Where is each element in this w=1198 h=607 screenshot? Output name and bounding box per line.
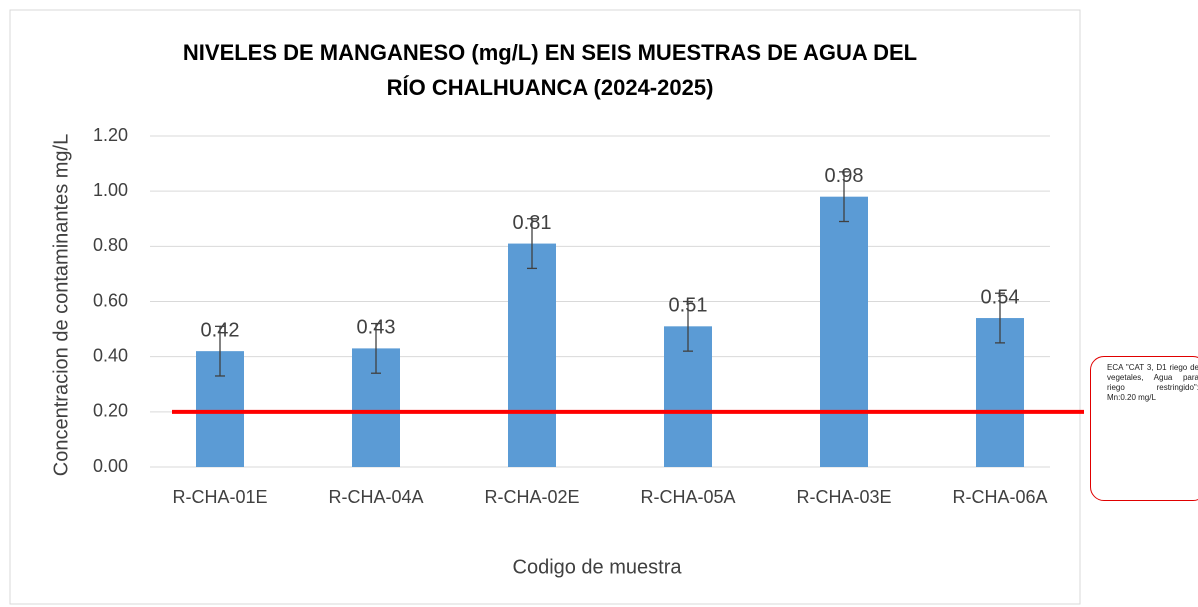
x-axis-title: Codigo de muestra bbox=[513, 556, 683, 578]
data-label: 0.51 bbox=[669, 295, 708, 317]
y-tick-label: 0.00 bbox=[93, 456, 128, 476]
x-tick-label: R-CHA-05A bbox=[640, 487, 735, 507]
annotation: ECA "CAT 3, D1 riego de vegetales, Agua … bbox=[1090, 356, 1198, 501]
data-label: 0.54 bbox=[981, 286, 1020, 308]
y-tick-label: 0.40 bbox=[93, 345, 128, 365]
chart-title: RÍO CHALHUANCA (2024-2025) bbox=[387, 75, 714, 100]
chart-title: NIVELES DE MANGANESO (mg/L) EN SEIS MUES… bbox=[183, 40, 917, 65]
x-tick-label: R-CHA-04A bbox=[328, 487, 423, 507]
data-label: 0.42 bbox=[201, 319, 240, 341]
y-tick-label: 0.80 bbox=[93, 235, 128, 255]
y-tick-label: 1.20 bbox=[93, 125, 128, 145]
data-label: 0.81 bbox=[513, 212, 552, 234]
data-label: 0.43 bbox=[357, 317, 396, 339]
x-tick-label: R-CHA-03E bbox=[796, 487, 891, 507]
y-axis-title: Concentracion de contaminantes mg/L bbox=[50, 134, 72, 476]
y-tick-label: 0.60 bbox=[93, 290, 128, 310]
y-tick-label: 1.00 bbox=[93, 180, 128, 200]
data-label: 0.98 bbox=[825, 165, 864, 187]
y-tick-label: 0.20 bbox=[93, 401, 128, 421]
bar bbox=[820, 196, 868, 467]
x-tick-label: R-CHA-01E bbox=[172, 487, 267, 507]
bar bbox=[508, 243, 556, 467]
chart-border bbox=[9, 9, 1081, 605]
x-tick-label: R-CHA-06A bbox=[952, 487, 1047, 507]
x-tick-label: R-CHA-02E bbox=[484, 487, 579, 507]
